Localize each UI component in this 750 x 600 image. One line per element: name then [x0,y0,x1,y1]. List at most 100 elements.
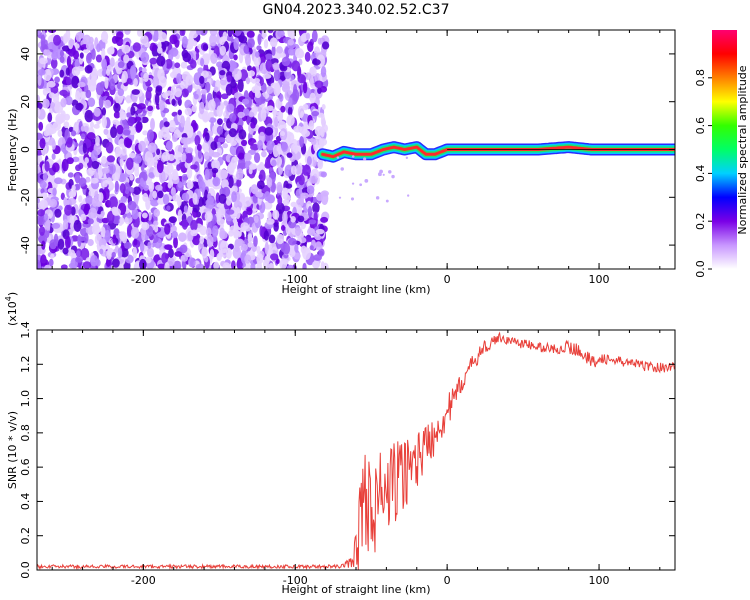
noise-blob [294,243,299,253]
noise-blob [216,217,225,226]
noise-blob [161,92,169,99]
noise-blob [291,60,301,72]
noise-blob [307,206,313,218]
noise-blob [222,262,231,269]
noise-blob [123,137,131,148]
colorbar-axes: 0.0 0.2 0.4 0.6 0.8 [694,69,712,278]
noise-blob [133,155,142,164]
noise-blob [287,132,295,143]
noise-blob [256,180,265,190]
noise-blob [63,121,70,129]
noise-blob [89,121,94,129]
noise-blob [157,190,164,199]
noise-blob [106,211,115,224]
noise-blob [302,103,309,111]
noise-blob [39,226,46,236]
noise-blob [238,129,247,140]
noise-blob [272,209,280,220]
noise-blob [75,256,84,263]
noise-blob [238,35,248,44]
noise-blob [247,38,255,48]
noise-blob [307,41,314,53]
snr-xlabel: Height of straight line (km) [281,583,430,596]
noise-blob [314,80,324,89]
noise-blob [309,175,318,184]
noise-blob [155,85,163,92]
noise-blob [320,216,329,223]
noise-blob [219,205,226,218]
noise-blob [37,209,45,217]
noise-blob [71,130,77,137]
snr-ytick-label: 0.0 [19,561,32,579]
spectrogram-ytick-label: 20 [19,95,32,109]
noise-blob [191,104,198,113]
noise-blob [253,235,258,247]
noise-blob [236,239,243,246]
noise-blob [98,96,104,109]
noise-blob [43,129,50,137]
noise-blob [111,30,116,36]
noise-blob [219,36,225,46]
noise-blob [276,233,285,245]
noise-blob [150,118,155,131]
noise-blob [84,157,89,164]
noise-blob [216,253,222,262]
noise-blob [269,37,278,48]
noise-blob [277,195,283,206]
noise-blob [250,184,259,195]
noise-blob [311,110,320,117]
noise-blob [213,261,220,269]
noise-blob [149,42,157,52]
noise-blob [256,260,263,269]
noise-blob [231,191,237,203]
snr-scale-label: (x104) [4,292,19,326]
noise-blob [267,211,272,220]
spectrogram-xtick-label: 100 [589,273,610,286]
noise-blob [145,89,152,101]
noise-blob [310,138,317,146]
noise-blob [100,210,105,217]
noise-blob [62,247,69,255]
noise-blob [264,191,271,202]
noise-blob [255,51,260,58]
noise-blob [296,198,304,206]
noise-blob [174,151,183,161]
noise-blob [163,133,172,141]
noise-blob [59,69,65,78]
signal-scatter [405,156,409,160]
noise-blob [273,110,279,116]
colorbar-tick-label: 0.4 [694,165,707,183]
noise-blob [206,234,214,248]
noise-blob [251,106,258,113]
noise-blob [72,50,80,60]
noise-blob [264,53,274,61]
noise-blob [290,165,297,175]
noise-blob [279,64,288,72]
noise-blob [86,132,96,141]
noise-blob [225,197,232,206]
noise-blob [52,162,60,173]
noise-blob [194,85,202,91]
noise-blob [185,74,194,86]
noise-blob [136,103,146,110]
noise-blob [308,219,317,225]
noise-blob [127,200,137,211]
noise-blob [250,262,256,269]
noise-blob [101,116,107,128]
noise-blob [87,218,94,225]
noise-blob [147,241,152,250]
noise-blob [171,133,178,143]
noise-blob [143,72,149,83]
noise-blob [197,149,202,159]
signal-scatter [338,196,342,199]
signal-scatter [391,174,395,179]
noise-blob [108,163,116,175]
noise-blob [181,49,189,59]
noise-blob [242,196,252,208]
signal-scatter [407,194,410,197]
noise-blob [282,211,288,224]
noise-blob [237,79,244,93]
noise-blob [229,225,237,234]
noise-blob [168,119,176,133]
noise-blob [181,30,186,36]
